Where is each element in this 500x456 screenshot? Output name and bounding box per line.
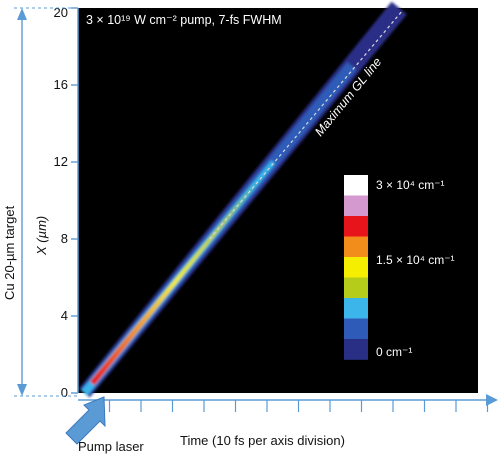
x-axis-arrow	[486, 394, 498, 406]
colorbar-label-min: 0 cm⁻¹	[376, 345, 412, 359]
colorbar-block	[344, 236, 368, 258]
colorbar-block	[344, 318, 368, 340]
colorbar-block	[344, 195, 368, 217]
pump-laser-arrow-icon	[65, 396, 106, 445]
y-tick-label-4: 4	[61, 308, 68, 323]
colorbar-label-mid: 1.5 × 10⁴ cm⁻¹	[376, 253, 455, 267]
colorbar-block	[344, 216, 368, 237]
x-ticks	[108, 400, 489, 412]
colorbar	[344, 175, 368, 360]
y-tick-label-0: 0	[61, 385, 68, 400]
y-tick-label-16: 16	[54, 77, 68, 92]
y-tick-label-12: 12	[54, 154, 68, 169]
chart-title: 3 × 10¹⁹ W cm⁻² pump, 7-fs FWHM	[86, 13, 282, 27]
gain-band-peak	[89, 180, 259, 386]
y-ticks	[71, 7, 78, 394]
colorbar-block	[344, 175, 368, 196]
colorbar-label-max: 3 × 10⁴ cm⁻¹	[376, 178, 445, 192]
y-tick-label-8: 8	[61, 231, 68, 246]
target-dimension-arrow	[14, 7, 78, 397]
pump-laser-label: Pump laser	[78, 439, 144, 454]
colorbar-block	[344, 339, 368, 360]
y-axis-label-target: Cu 20-µm target	[2, 205, 17, 300]
y-axis-label-x: X (µm)	[34, 216, 49, 256]
colorbar-block	[344, 277, 368, 299]
x-axis-label: Time (10 fs per axis division)	[180, 433, 345, 448]
max-gl-line	[209, 11, 402, 240]
colorbar-block	[344, 257, 368, 278]
colorbar-block	[344, 298, 368, 319]
y-tick-label-20: 20	[54, 5, 68, 20]
